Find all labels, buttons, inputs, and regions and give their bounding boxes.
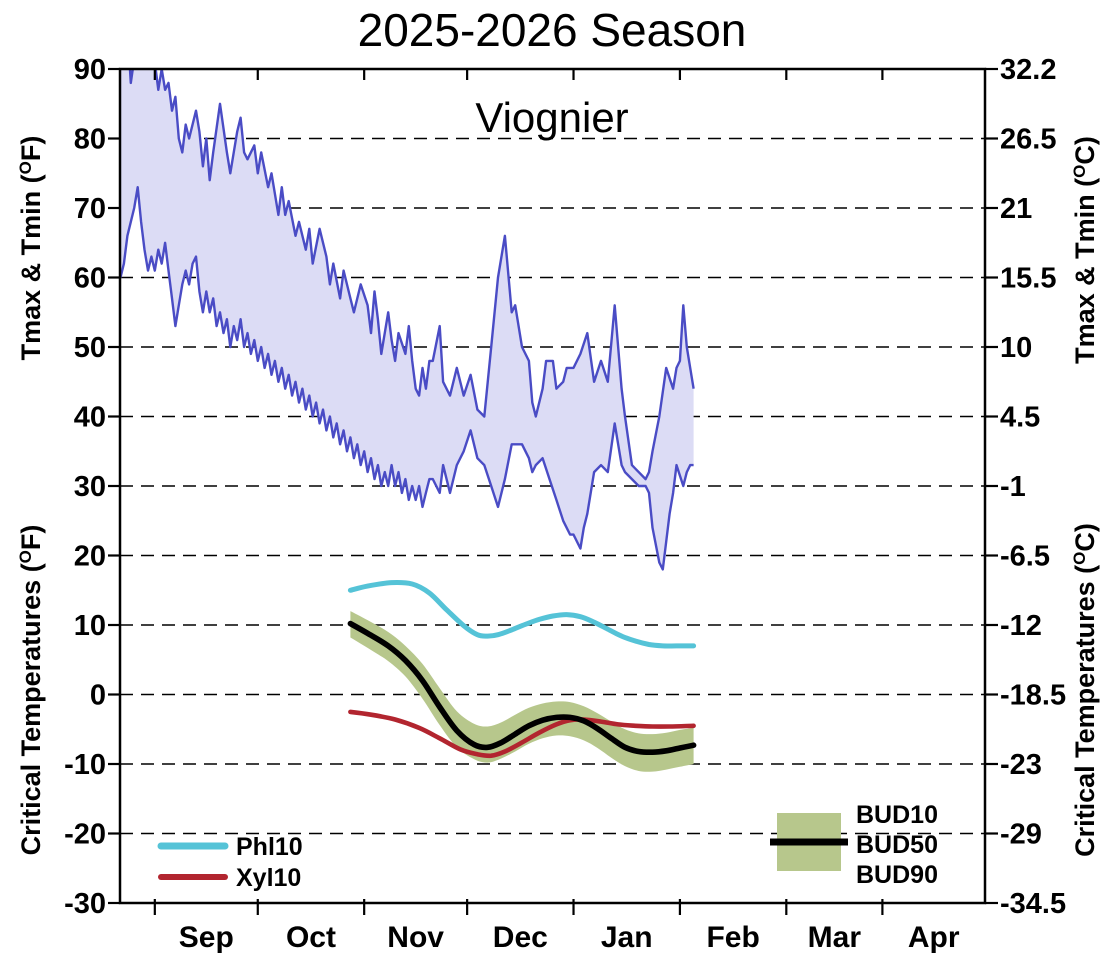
bud10-legend-label: BUD10 xyxy=(856,801,938,829)
month-label-oct: Oct xyxy=(286,921,336,954)
tmin-line xyxy=(120,185,694,571)
c-axis-tick-label: 21 xyxy=(1000,193,1032,225)
bud10-bud90-band xyxy=(350,611,694,772)
legend-phl-xyl: Phl10 Xyl10 xyxy=(157,833,303,892)
f-axis-tick-label: 40 xyxy=(74,402,106,434)
f-axis-tick-label: 50 xyxy=(74,332,106,364)
c-axis-tick-label: -34.5 xyxy=(1000,888,1066,920)
month-label-apr: Apr xyxy=(908,921,960,954)
legend-bud: BUD10 BUD50 BUD90 xyxy=(770,801,938,889)
c-axis-tick-label: -12 xyxy=(1000,610,1042,642)
bud50-legend-label: BUD50 xyxy=(856,831,938,859)
tmax-line xyxy=(128,69,695,481)
xyl10-line xyxy=(348,709,696,759)
c-axis-tick-label: -29 xyxy=(1000,819,1042,851)
right-axis-title-critical-temps-c: Critical Temperatures (OC) xyxy=(1070,523,1100,857)
left-axis-title-tmax-tmin-f: Tmax & Tmin (OF) xyxy=(16,136,46,361)
f-axis-tick-label: -10 xyxy=(64,749,106,781)
bud90-legend-label: BUD90 xyxy=(856,861,938,889)
f-axis-tick-label: 60 xyxy=(74,263,106,295)
month-label-sep: Sep xyxy=(179,921,234,954)
f-axis-tick-label: 90 xyxy=(74,54,106,86)
c-axis-tick-label: 32.2 xyxy=(1000,54,1056,86)
f-axis-tick-label: 0 xyxy=(90,680,106,712)
xyl10-legend-label: Xyl10 xyxy=(236,864,301,892)
c-axis-tick-label: 10 xyxy=(1000,332,1032,364)
month-label-dec: Dec xyxy=(493,921,548,954)
f-axis-tick-label: -30 xyxy=(64,888,106,920)
f-axis-tick-label: 80 xyxy=(74,124,106,156)
critical-temps-group xyxy=(347,579,697,772)
phl10-legend-label: Phl10 xyxy=(236,833,303,861)
month-label-mar: Mar xyxy=(808,921,862,954)
c-axis-tick-label: -23 xyxy=(1000,749,1042,781)
f-axis-tick-label: -20 xyxy=(64,819,106,851)
tmax-tmin-band xyxy=(120,69,694,570)
chart-subtitle: Viognier xyxy=(475,94,628,141)
c-axis-tick-label: -6.5 xyxy=(1000,541,1050,573)
c-axis-tick-label: -18.5 xyxy=(1000,680,1066,712)
f-axis-tick-label: 10 xyxy=(74,610,106,642)
left-axis-title-critical-temps-f: Critical Temperatures (OF) xyxy=(16,525,46,856)
c-axis-tick-label: -1 xyxy=(1000,471,1026,503)
c-axis-tick-label: 26.5 xyxy=(1000,124,1056,156)
c-axis-tick-label: 4.5 xyxy=(1000,402,1040,434)
c-axis-tick-label: 15.5 xyxy=(1000,263,1056,295)
f-axis-tick-label: 70 xyxy=(74,193,106,225)
month-label-nov: Nov xyxy=(387,921,444,954)
phl10-line xyxy=(347,579,697,649)
month-label-feb: Feb xyxy=(706,921,759,954)
f-axis-tick-label: 30 xyxy=(74,471,106,503)
month-label-jan: Jan xyxy=(601,921,653,954)
f-axis-tick-label: 20 xyxy=(74,541,106,573)
tmax-tmin-band-group xyxy=(120,69,695,571)
chart-title: 2025-2026 Season xyxy=(358,4,747,56)
right-axis-title-tmax-tmin-c: Tmax & Tmin (OC) xyxy=(1070,136,1100,364)
bud50-line xyxy=(347,620,697,756)
